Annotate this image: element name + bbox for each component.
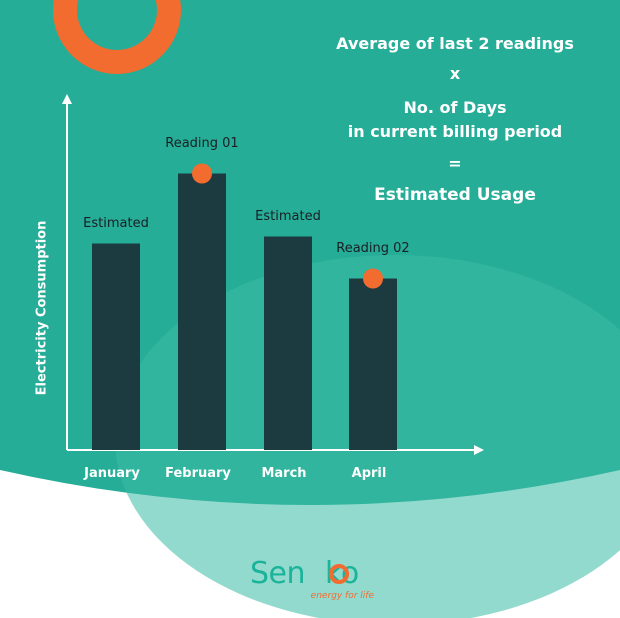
x-tick-january: January [84, 466, 140, 481]
bar-january [92, 243, 140, 450]
formula-average: Average of last 2 readings [336, 34, 574, 53]
x-tick-march: March [261, 466, 307, 481]
logo-wordmark: Sen ko [250, 556, 359, 591]
formula-multiply: x [449, 64, 461, 83]
formula-equals: = [448, 154, 462, 173]
bar-march [264, 236, 312, 450]
reading-marker-april [363, 268, 383, 289]
logo-part1: Sen [250, 556, 306, 591]
bar-label-april: Reading 02 [336, 240, 410, 256]
senoko-logo: Sen ko energy for life [250, 556, 380, 606]
bar-label-march: Estimated [255, 208, 321, 224]
bar-february [178, 173, 226, 450]
formula-result: Estimated Usage [374, 185, 536, 205]
decorative-ring [53, 0, 181, 74]
y-axis-arrow [62, 94, 72, 104]
x-tick-april: April [351, 466, 387, 481]
bar-april [349, 278, 397, 450]
x-axis-arrow [474, 445, 484, 455]
logo-tagline: energy for life [310, 591, 374, 601]
y-axis-label: Electricity Consumption [34, 220, 50, 396]
formula-billing-period: in current billing period [347, 122, 563, 141]
bar-label-january: Estimated [83, 215, 149, 231]
reading-marker-february [192, 163, 212, 184]
x-tick-february: February [165, 466, 231, 481]
bar-label-february: Reading 01 [165, 135, 239, 151]
formula-days: No. of Days [403, 98, 507, 117]
logo-o-icon [329, 564, 349, 584]
